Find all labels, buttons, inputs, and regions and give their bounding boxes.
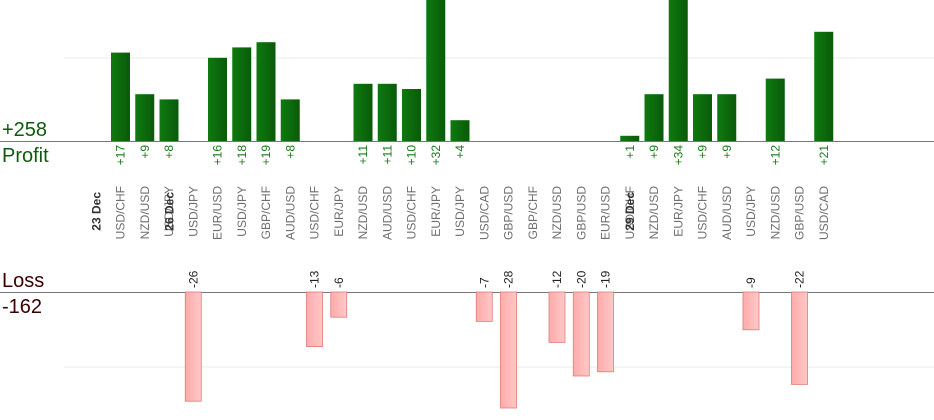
- loss-bar: [475, 291, 493, 322]
- pair-label: USD/CHF: [114, 186, 128, 239]
- loss-value-label: -13: [308, 270, 322, 288]
- pair-label: EUR/JPY: [332, 186, 346, 237]
- profit-value-label: +9: [647, 145, 661, 159]
- profit-total: +258: [2, 119, 48, 141]
- profit-value-label: +17: [114, 145, 128, 166]
- profit-bar: [668, 0, 688, 141]
- loss-bar: [572, 291, 590, 377]
- profit-value-label: +11: [380, 145, 394, 165]
- date-label: 23 Dec: [90, 192, 104, 231]
- loss-bar: [791, 291, 808, 385]
- profit-value-label: +8: [162, 145, 176, 159]
- pair-label: NZD/USD: [550, 186, 564, 240]
- loss-bar: [548, 291, 566, 343]
- profit-bar: [402, 89, 421, 141]
- profit-bar: [256, 42, 276, 142]
- pair-label: USD/CAD: [477, 186, 491, 240]
- pair-label: EUR/JPY: [429, 186, 443, 237]
- loss-value-label: -22: [793, 270, 807, 288]
- pair-label: USD/CHF: [623, 186, 637, 239]
- pair-label: AUD/USD: [283, 186, 297, 240]
- date-label: 26 Dec: [162, 192, 176, 231]
- profit-bar: [111, 52, 130, 141]
- pair-label: NZD/USD: [768, 186, 782, 240]
- loss-value-label: -19: [599, 270, 613, 288]
- profit-bar: [135, 94, 155, 141]
- profit-value-label: +9: [138, 145, 152, 159]
- loss-value-label: -26: [186, 270, 200, 288]
- profit-bar: [814, 31, 834, 141]
- profit-value-label: +8: [283, 145, 297, 159]
- pair-label: EUR/JPY: [671, 186, 685, 237]
- pair-label: USD/JPY: [453, 186, 467, 237]
- profit-bar: [426, 0, 446, 141]
- loss-value-label: -20: [574, 270, 588, 288]
- profit-value-label: +4: [453, 145, 467, 159]
- profit-bar: [232, 47, 252, 141]
- profit-bar: [280, 99, 300, 141]
- profit-bar: [353, 83, 373, 141]
- pair-label: GBP/CHF: [526, 186, 540, 239]
- pair-label: USD/CAD: [817, 186, 831, 240]
- pair-label: USD/JPY: [162, 186, 176, 237]
- pair-label: EUR/USD: [211, 186, 225, 240]
- profit-value-label: +18: [235, 145, 249, 166]
- pair-label: NZD/USD: [356, 186, 370, 240]
- loss-bar: [742, 291, 760, 331]
- pair-label: USD/JPY: [186, 186, 200, 237]
- loss-bar: [500, 291, 517, 409]
- pair-label: AUD/USD: [720, 186, 734, 240]
- loss-value-label: -12: [550, 270, 564, 288]
- loss-value-label: -7: [477, 277, 491, 288]
- pair-label: GBP/USD: [574, 186, 588, 240]
- profit-bar: [450, 120, 470, 141]
- profit-value-label: +19: [259, 145, 273, 166]
- profit-value-label: +34: [671, 145, 685, 166]
- pair-label: USD/CHF: [405, 186, 419, 239]
- pair-label: GBP/CHF: [259, 186, 273, 239]
- loss-value-label: -6: [332, 277, 346, 288]
- profit-bar: [644, 94, 664, 141]
- pair-label: NZD/USD: [647, 186, 661, 240]
- pair-label: NZD/USD: [138, 186, 152, 240]
- loss-value-label: -28: [502, 270, 516, 288]
- pair-label: USD/CHF: [308, 186, 322, 239]
- profit-value-label: +12: [768, 145, 782, 166]
- pair-label: AUD/USD: [380, 186, 394, 240]
- loss-label: Loss: [2, 270, 45, 292]
- profit-value-label: +11: [356, 145, 370, 165]
- pair-label: EUR/USD: [599, 186, 613, 240]
- profit-bar: [620, 135, 640, 141]
- loss-bar: [330, 291, 348, 318]
- profit-bar: [765, 78, 785, 141]
- profit-value-label: +1: [623, 145, 637, 159]
- profit-value-label: +9: [696, 145, 710, 159]
- loss-total: -162: [2, 296, 43, 318]
- profit-bar: [693, 94, 712, 141]
- profit-value-label: +32: [429, 145, 443, 166]
- profit-bar: [377, 83, 397, 141]
- loss-bar: [306, 291, 323, 347]
- profit-value-label: +16: [211, 145, 225, 166]
- loss-bar: [184, 291, 202, 402]
- pair-label: USD/JPY: [744, 186, 758, 237]
- date-label: 29 Dec: [623, 192, 637, 231]
- pair-label: USD/JPY: [235, 186, 249, 237]
- profit-bar: [717, 94, 737, 141]
- profit-bar: [159, 99, 179, 141]
- pair-label: USD/CHF: [696, 186, 710, 239]
- loss-value-label: -9: [744, 277, 758, 288]
- profit-value-label: +10: [405, 145, 419, 166]
- profit-value-label: +9: [720, 145, 734, 159]
- profit-bar: [208, 57, 227, 141]
- loss-bar: [597, 291, 614, 373]
- profit-value-label: +21: [817, 145, 831, 166]
- pair-label: GBP/USD: [793, 186, 807, 240]
- profit-label: Profit: [2, 145, 49, 167]
- pair-label: GBP/USD: [502, 186, 516, 240]
